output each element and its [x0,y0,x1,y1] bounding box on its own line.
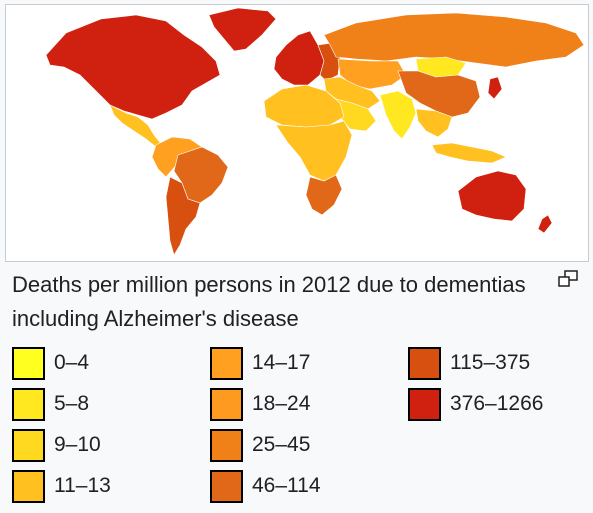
region-southeast-asia [415,108,453,138]
region-southern-africa [305,174,343,216]
legend-swatch [408,346,441,380]
legend-swatch [12,387,45,421]
legend-swatch [210,346,243,380]
region-new-zealand [537,214,553,234]
legend-item: 115–375 [408,345,593,381]
region-western-europe [273,30,325,86]
legend-label: 376–1266 [450,392,544,415]
region-russia [323,12,585,68]
legend-label: 18–24 [252,392,311,415]
legend-swatch [210,469,243,503]
region-central-africa [275,120,353,182]
region-indonesia [431,142,507,164]
legend-item: 5–8 [12,386,202,422]
legend-swatch [408,387,441,421]
legend-swatch [210,428,243,462]
region-greenland [208,7,277,52]
region-brazil [173,146,229,204]
legend-swatch [12,428,45,462]
legend-label: 25–45 [252,433,311,456]
region-japan [487,76,503,100]
legend-item: 11–13 [12,468,202,504]
legend-item: 14–17 [210,345,400,381]
legend-item: 376–1266 [408,386,593,422]
region-central-asia [337,58,407,90]
legend-label: 14–17 [252,351,311,374]
legend-swatch [12,469,45,503]
legend-item: 0–4 [12,345,202,381]
map-caption: Deaths per million persons in 2012 due t… [12,272,526,331]
region-india [379,90,417,140]
world-map[interactable] [5,4,589,262]
legend-label: 115–375 [450,351,531,374]
region-australia [457,170,527,222]
legend-item: 9–10 [12,427,202,463]
region-south-america-south [165,176,201,256]
legend-label: 5–8 [54,392,90,415]
legend-label: 0–4 [54,351,90,374]
legend-item: 25–45 [210,427,400,463]
legend-label: 46–114 [252,474,321,497]
legend-label: 9–10 [54,433,101,456]
legend-swatch [210,387,243,421]
legend-item: 46–114 [210,468,400,504]
region-arabia [335,98,377,132]
legend-label: 11–13 [54,474,111,497]
world-map-svg [45,7,585,256]
legend-swatch [12,346,45,380]
region-north-africa [263,84,345,128]
enlarge-icon[interactable] [557,270,579,288]
region-china [397,70,481,118]
region-north-america [45,14,221,120]
legend-item: 18–24 [210,386,400,422]
